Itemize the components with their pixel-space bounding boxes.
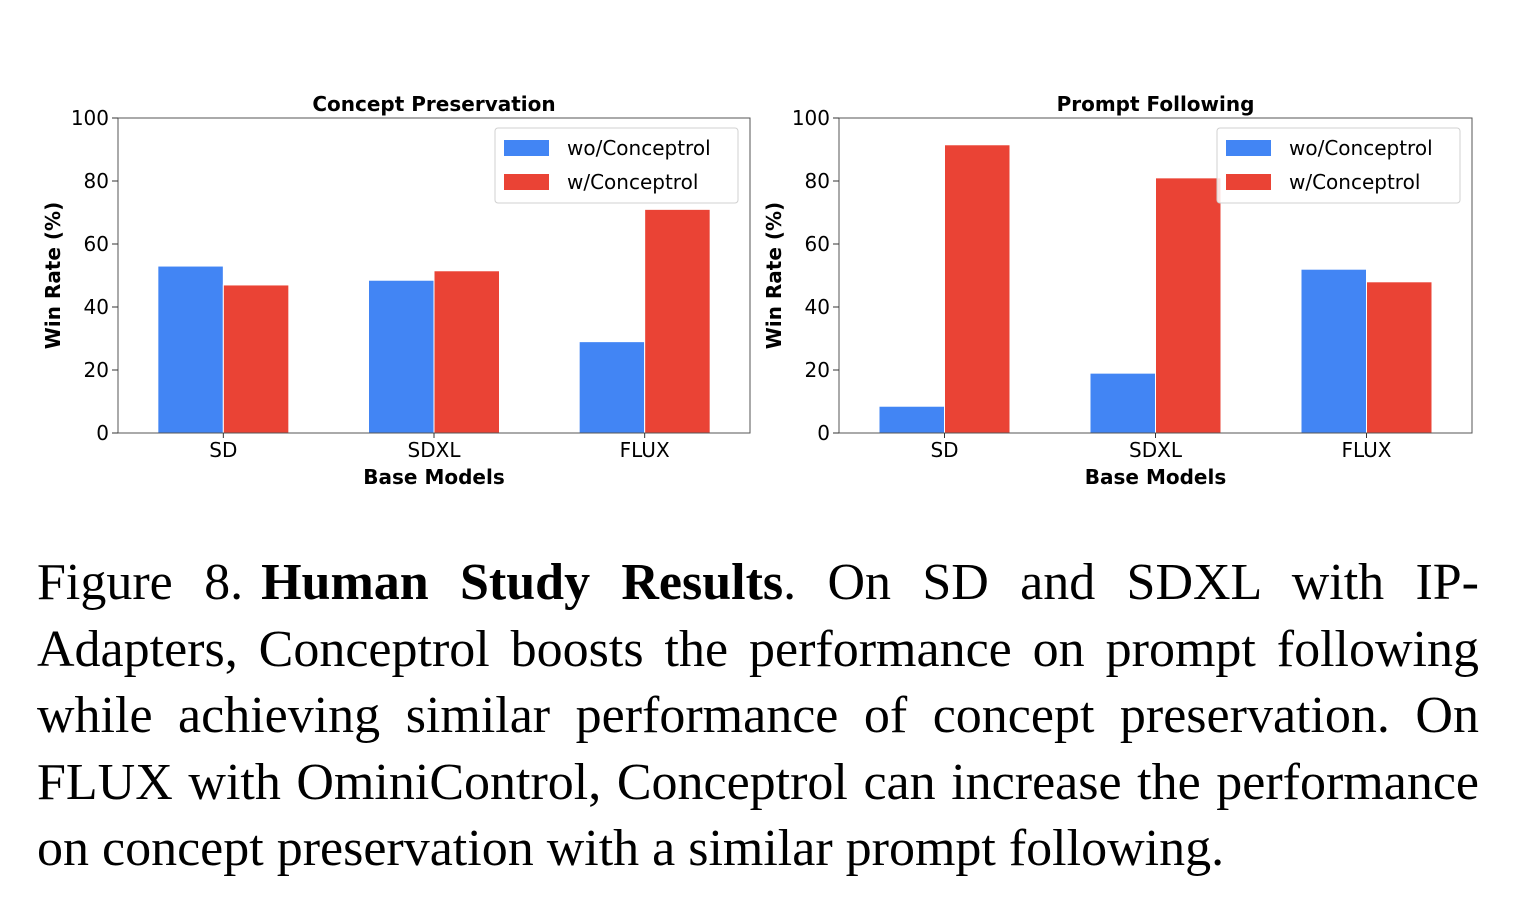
x-tick-label: FLUX	[1342, 438, 1392, 462]
y-tick-label: 80	[84, 169, 109, 193]
y-tick-label: 20	[84, 358, 109, 382]
legend-swatch	[1226, 174, 1271, 190]
legend-label: w/Conceptrol	[1289, 170, 1420, 194]
y-axis-label: Win Rate (%)	[762, 202, 786, 349]
y-tick-label: 60	[84, 232, 109, 256]
bar-woconceptrol-flux	[1300, 268, 1367, 434]
legend-swatch	[504, 140, 549, 156]
chart-title: Prompt Following	[1057, 92, 1255, 116]
y-tick-label: 20	[805, 358, 830, 382]
bar-wconceptrol-flux	[1366, 281, 1433, 434]
caption-label: Figure 8.	[37, 554, 244, 611]
bar-woconceptrol-sd	[157, 265, 224, 434]
y-tick-label: 40	[84, 295, 109, 319]
legend-label: wo/Conceptrol	[1289, 136, 1433, 160]
bar-wconceptrol-sd	[222, 284, 290, 434]
bar-woconceptrol-sdxl	[1089, 372, 1156, 434]
chart-panel-1: 0 20 40 60 80 100 SD SDXL FLUX Concept Preservati…	[41, 92, 751, 489]
y-tick-label: 100	[792, 106, 830, 130]
legend-swatch	[1226, 140, 1271, 156]
bar-wconceptrol-flux	[644, 208, 711, 434]
x-axis-label: Base Models	[1085, 465, 1226, 489]
bar-woconceptrol-sd	[878, 405, 945, 434]
legend-box	[494, 127, 739, 204]
x-tick-label: SDXL	[1129, 438, 1183, 462]
legend-label: w/Conceptrol	[567, 170, 698, 194]
y-axis-label: Win Rate (%)	[41, 202, 65, 349]
legend: wo/Conceptrol w/Conceptrol	[1216, 127, 1461, 204]
legend-box	[1216, 127, 1461, 204]
y-tick-label: 60	[805, 232, 830, 256]
x-tick-label: SDXL	[408, 438, 462, 462]
bar-woconceptrol-flux	[578, 341, 646, 434]
legend-label: wo/Conceptrol	[567, 136, 711, 160]
caption-bold-title: Human Study Results	[261, 554, 784, 611]
y-tick-label: 80	[805, 169, 830, 193]
bar-wconceptrol-sdxl	[433, 270, 500, 434]
legend: wo/Conceptrol w/Conceptrol	[494, 127, 739, 204]
y-tick-label: 0	[817, 421, 830, 445]
x-tick-label: SD	[930, 438, 958, 462]
x-tick-label: FLUX	[620, 438, 670, 462]
bar-wconceptrol-sdxl	[1155, 177, 1222, 434]
x-axis-label: Base Models	[363, 465, 504, 489]
y-tick-label: 40	[805, 295, 830, 319]
legend-swatch	[504, 174, 549, 190]
bar-woconceptrol-sdxl	[368, 279, 435, 434]
chart-title: Concept Preservation	[312, 92, 555, 116]
y-tick-label: 100	[71, 106, 109, 130]
figure-caption: Figure 8. Human Study Results. On SD and …	[37, 550, 1479, 883]
y-tick-label: 0	[96, 421, 109, 445]
caption-text: . On SD and SDXL with IP-Adapters, Conce…	[37, 554, 1480, 877]
x-tick-label: SD	[209, 438, 237, 462]
bar-wconceptrol-sd	[944, 144, 1011, 434]
chart-panel-2: 0 20 40 60 80 100 SD SDXL FLUX Prompt Following Ba…	[762, 92, 1473, 489]
charts-figure: 0 20 40 60 80 100 SD SDXL FLUX Concept Preservati…	[41, 92, 1473, 489]
